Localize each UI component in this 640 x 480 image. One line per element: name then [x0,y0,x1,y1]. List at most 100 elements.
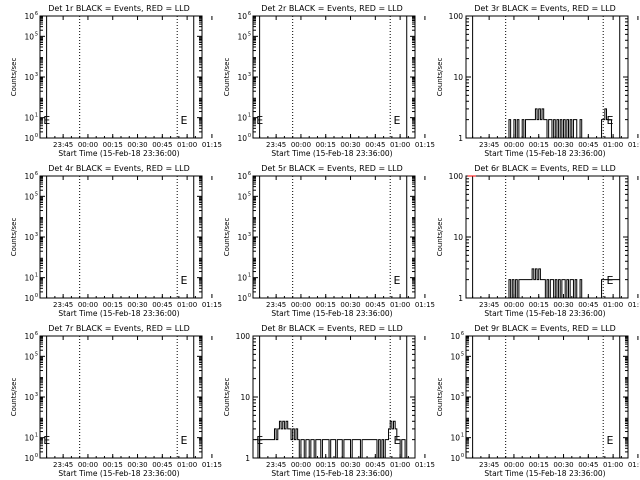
x-tick-label: 01:00 [603,461,623,469]
chart-title: Det 6r BLACK = Events, RED = LLD [474,164,616,173]
y-tick-exponent: 0 [35,293,38,299]
y-tick-label: 10 [453,233,463,242]
y-tick-exponent: 6 [35,11,38,17]
event-marker: E [181,114,188,127]
x-tick-label: 00:30 [340,461,360,469]
y-tick-label: 10 [24,274,34,283]
y-tick-label: 10 [24,434,34,443]
x-tick-label: 00:30 [553,301,573,309]
x-tick-label: 00:45 [365,461,385,469]
y-tick-label: 10 [24,233,34,242]
y-axis-label: Counts/sec [10,378,18,417]
y-tick-label: 10 [24,12,34,21]
chart-title: Det 7r BLACK = Events, RED = LLD [48,324,190,333]
y-tick-exponent: 1 [461,433,464,439]
x-tick-label: 01:00 [390,461,410,469]
y-tick-exponent: 1 [35,273,38,279]
y-axis-label: Counts/sec [436,58,444,97]
y-tick-label: 10 [450,434,460,443]
y-tick-exponent: 6 [35,331,38,337]
y-axis-label: Counts/sec [10,58,18,97]
x-tick-label: 00:15 [529,301,549,309]
y-axis-label: Counts/sec [10,218,18,257]
y-tick-exponent: 5 [35,351,38,357]
y-tick-label: 10 [237,134,247,143]
y-axis-label: Counts/sec [223,378,231,417]
y-tick-label: 10 [237,32,247,41]
x-tick-label: 00:00 [291,301,311,309]
x-tick-label: 01:15 [628,141,640,149]
x-tick-label: 01:15 [415,301,435,309]
x-tick-label: 00:30 [553,141,573,149]
x-axis-label: Start Time (15-Feb-18 23:36:00) [58,149,179,158]
y-tick-label: 10 [24,32,34,41]
x-tick-label: 23:45 [479,461,499,469]
chart-panel-9: Det 9r BLACK = Events, RED = LLD 23:45 00:… [436,324,640,478]
y-tick-exponent: 1 [248,113,251,119]
x-tick-label: 01:15 [202,461,222,469]
x-tick-label: 01:00 [177,141,197,149]
event-marker: E [607,434,614,447]
y-tick-label: 10 [450,454,460,463]
chart-panel-4: Det 4r BLACK = Events, RED = LLD 23:45 00:… [10,164,222,318]
x-tick-label: 00:15 [316,461,336,469]
y-tick-label: 10 [237,172,247,181]
y-tick-label: 10 [237,114,247,123]
x-axis-label: Start Time (15-Feb-18 23:36:00) [484,309,605,318]
x-tick-label: 01:00 [603,301,623,309]
y-tick-exponent: 3 [248,72,251,78]
x-tick-label: 01:00 [390,301,410,309]
y-tick-exponent: 5 [461,351,464,357]
x-tick-label: 01:00 [177,301,197,309]
y-tick-label: 10 [24,73,34,82]
x-tick-label: 00:30 [553,461,573,469]
x-tick-label: 00:00 [291,141,311,149]
x-tick-label: 00:15 [103,461,123,469]
chart-panel-2: Det 2r BLACK = Events, RED = LLD 23:45 00:… [223,4,435,158]
x-tick-label: 23:45 [53,301,73,309]
x-tick-label: 00:30 [127,461,147,469]
event-marker: E [394,114,401,127]
event-marker: E [181,274,188,287]
y-tick-exponent: 5 [35,31,38,37]
y-tick-exponent: 3 [35,72,38,78]
x-tick-label: 01:15 [415,461,435,469]
y-tick-exponent: 6 [35,171,38,177]
event-marker: E [607,114,614,127]
y-tick-label: 10 [240,393,250,402]
y-tick-label: 10 [24,172,34,181]
x-axis-label: Start Time (15-Feb-18 23:36:00) [484,469,605,478]
y-tick-label: 10 [24,192,34,201]
y-tick-label: 10 [24,114,34,123]
y-tick-exponent: 6 [461,331,464,337]
y-axis-label: Counts/sec [436,218,444,257]
x-tick-label: 01:00 [603,141,623,149]
x-tick-label: 01:00 [390,141,410,149]
chart-panel-7: Det 7r BLACK = Events, RED = LLD 23:45 00:… [10,324,222,478]
x-tick-label: 00:45 [578,141,598,149]
x-tick-label: 00:45 [578,461,598,469]
event-marker: E [43,114,50,127]
y-tick-label: 10 [237,192,247,201]
event-marker: E [43,434,50,447]
chart-panel-8: Det 8r BLACK = Events, RED = LLD 23:45 00:… [223,324,435,478]
x-tick-label: 23:45 [266,141,286,149]
y-tick-exponent: 5 [248,31,251,37]
y-axis-label: Counts/sec [436,378,444,417]
x-tick-label: 01:15 [628,461,640,469]
event-marker: E [394,434,401,447]
x-tick-label: 01:15 [628,301,640,309]
chart-title: Det 8r BLACK = Events, RED = LLD [261,324,403,333]
y-tick-label: 100 [236,332,251,341]
event-marker: E [181,434,188,447]
y-tick-exponent: 1 [35,433,38,439]
chart-title: Det 2r BLACK = Events, RED = LLD [261,4,403,13]
x-axis-label: Start Time (15-Feb-18 23:36:00) [271,309,392,318]
y-tick-exponent: 6 [248,11,251,17]
y-tick-label: 10 [24,393,34,402]
y-tick-exponent: 3 [35,392,38,398]
x-tick-label: 23:45 [479,141,499,149]
y-tick-label: 1 [458,294,463,303]
chart-title: Det 5r BLACK = Events, RED = LLD [261,164,403,173]
y-tick-label: 10 [450,352,460,361]
